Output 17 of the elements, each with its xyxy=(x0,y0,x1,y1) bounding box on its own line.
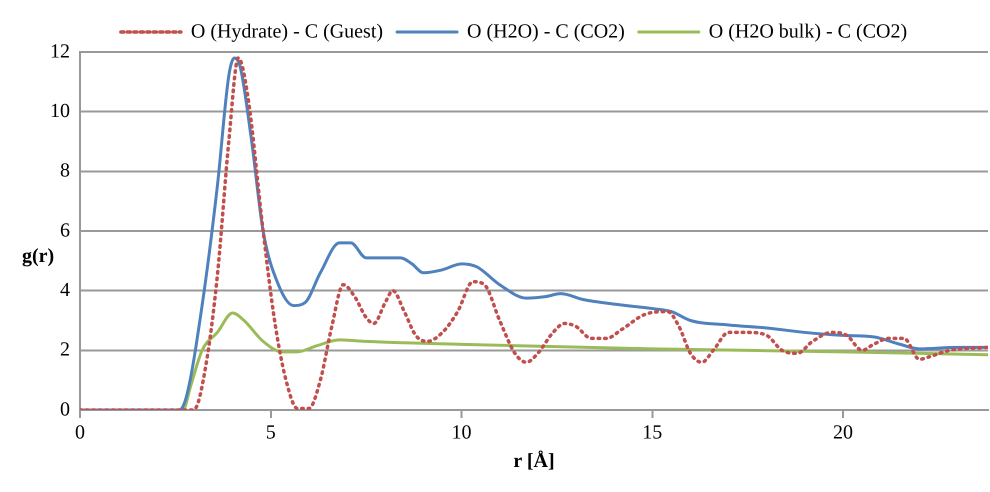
legend-label: O (H2O bulk) - C (CO2) xyxy=(708,20,908,42)
y-axis-title: g(r) xyxy=(22,245,54,268)
legend-label: O (H2O) - C (CO2) xyxy=(467,20,625,42)
y-tick-label: 4 xyxy=(60,278,70,301)
y-tick-label: 6 xyxy=(60,219,70,242)
x-tick-label: 20 xyxy=(833,421,854,444)
x-tick-label: 5 xyxy=(266,421,276,444)
y-tick-label: 10 xyxy=(50,100,70,122)
y-tick-label: 8 xyxy=(60,160,70,182)
x-tick-label: 0 xyxy=(75,421,85,444)
legend-label: O (Hydrate) - C (Guest) xyxy=(190,20,384,42)
y-tick-label: 0 xyxy=(60,398,70,420)
x-tick-label: 15 xyxy=(642,421,662,444)
y-tick-label: 2 xyxy=(60,338,70,361)
x-tick-label: 10 xyxy=(452,421,472,444)
x-axis-title: r [Å] xyxy=(513,450,555,472)
y-tick-label: 12 xyxy=(50,40,70,62)
